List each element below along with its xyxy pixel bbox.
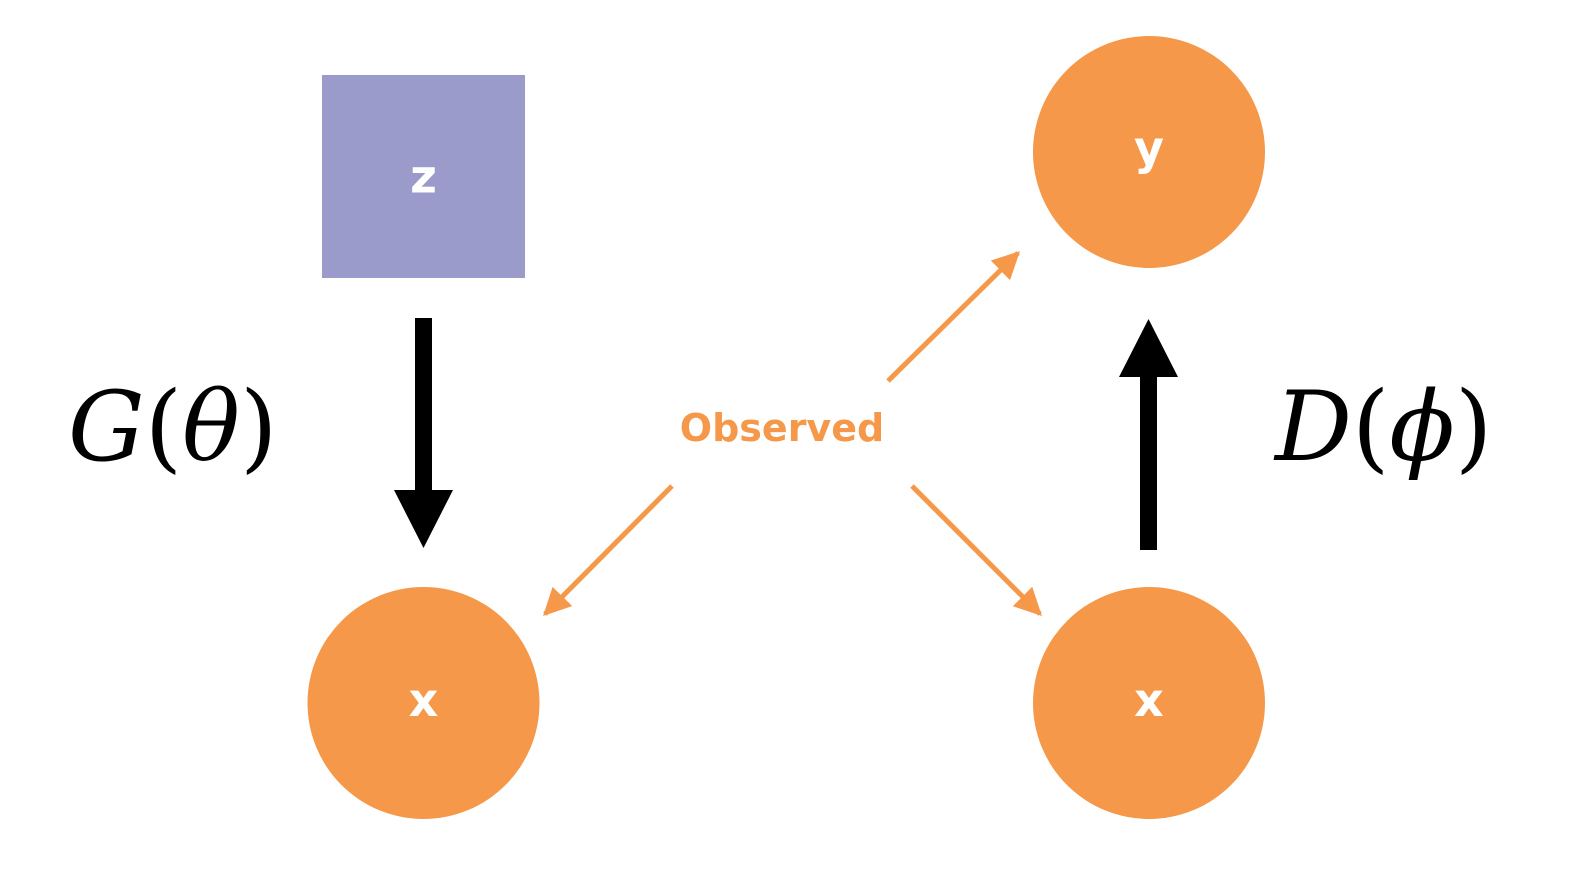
discriminator-formula-close: ) [1455, 371, 1492, 483]
observed-arrow-to-y [886, 251, 1020, 383]
discriminator-formula-name: D [1273, 371, 1352, 483]
discriminator-formula: D(ϕ) [1273, 371, 1492, 483]
generated-x-node [307, 587, 540, 819]
output-y-label: y [1134, 121, 1164, 175]
generator-formula-close: ) [240, 371, 277, 483]
latent-z-label: z [410, 150, 437, 204]
observed-arrow-to-discriminator-x [910, 484, 1042, 616]
output-y-node [1033, 36, 1265, 268]
generated-x-label: x [409, 673, 439, 727]
generator-formula-param: θ [182, 371, 240, 483]
latent-z-node [322, 75, 525, 278]
discriminator-formula-param: ϕ [1389, 371, 1454, 483]
discriminator-x-node [1033, 587, 1265, 819]
generator-formula: G(θ) [68, 371, 277, 483]
discriminator-x-label: x [1134, 673, 1164, 727]
observed-arrow-to-generated-x [543, 484, 674, 616]
discriminator-formula-open: ( [1352, 371, 1389, 483]
observed-label: Observed [680, 406, 884, 450]
generator-arrow [394, 318, 453, 548]
generator-formula-open: ( [145, 371, 182, 483]
discriminator-arrow [1119, 319, 1178, 550]
generator-formula-name: G [68, 371, 145, 483]
